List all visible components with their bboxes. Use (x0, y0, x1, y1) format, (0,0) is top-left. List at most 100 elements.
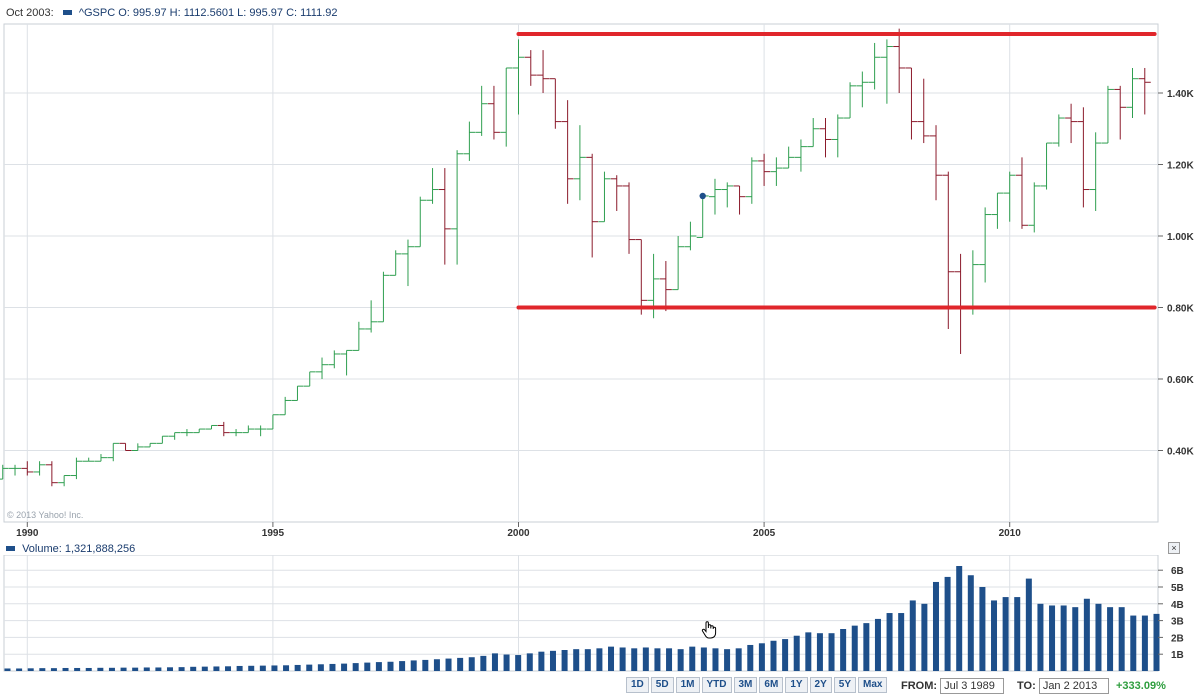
volume-bar (909, 600, 916, 671)
volume-bar (201, 666, 208, 671)
ohlc-bar (291, 385, 304, 401)
x-tick-label: 2005 (753, 528, 776, 539)
ohlc-bar (131, 443, 144, 451)
volume-bar (16, 668, 23, 671)
volume-bar (468, 657, 475, 671)
legend-close-label: C: (286, 7, 298, 19)
ohlc-bar (500, 67, 513, 147)
volume-tick-label: 5B (1171, 583, 1184, 594)
copyright-watermark: © 2013 Yahoo! Inc. (7, 510, 83, 520)
volume-bar (712, 648, 719, 671)
volume-bar (166, 667, 173, 671)
volume-bar (1130, 615, 1137, 671)
ohlc-bar (352, 321, 365, 351)
ohlc-bar (144, 442, 157, 448)
ohlc-bar (414, 196, 427, 248)
volume-value: 1,321,888,256 (64, 543, 136, 555)
range-max-button[interactable]: Max (858, 677, 888, 693)
range-ytd-button[interactable]: YTD (701, 677, 732, 693)
volume-bar (50, 668, 57, 671)
volume-bar (944, 576, 951, 671)
ohlc-bar (856, 71, 869, 108)
volume-bar (317, 664, 324, 671)
volume-bar (271, 665, 278, 671)
volume-bar (329, 663, 336, 671)
ohlc-bar (708, 178, 721, 215)
volume-bar (584, 649, 591, 671)
volume-label: Volume: (22, 543, 62, 555)
volume-bar (758, 643, 765, 671)
volume-bar (480, 655, 487, 671)
ohlc-bar (193, 428, 206, 434)
ohlc-bar (573, 125, 586, 201)
range-5d-button[interactable]: 5D (650, 677, 674, 693)
range-5y-button[interactable]: 5Y (833, 677, 857, 693)
ohlc-bar (9, 464, 22, 476)
ohlc-bar (917, 78, 930, 144)
ohlc-bar (217, 421, 230, 437)
y-tick-label: 0.40K (1167, 447, 1194, 458)
ohlc-bar (389, 250, 402, 276)
volume-bar (283, 665, 290, 671)
legend-symbol: ^GSPC (78, 7, 116, 19)
volume-bar (1025, 578, 1032, 671)
ohlc-bar (1015, 157, 1028, 229)
ohlc-bar (549, 78, 562, 129)
volume-bar (573, 649, 580, 671)
volume-bar (27, 668, 34, 671)
ohlc-bar (426, 168, 439, 204)
volume-bar (770, 640, 777, 671)
x-tick-label: 1990 (16, 528, 39, 539)
y-tick-label: 0.60K (1167, 375, 1194, 386)
y-tick-label: 1.40K (1167, 89, 1194, 100)
volume-tick-label: 6B (1171, 566, 1184, 577)
ohlc-bar (659, 261, 672, 312)
volume-bar (178, 667, 185, 671)
ohlc-bar (205, 424, 218, 430)
hand-cursor-icon (701, 621, 717, 639)
volume-bar (341, 663, 348, 671)
price-chart[interactable]: 0.40K 0.60K 0.80K 1.00K 1.20K 1.40K 1990 1995 2… (0, 0, 1202, 540)
hover-marker (699, 192, 706, 200)
to-date-input[interactable] (1038, 678, 1109, 694)
volume-bar (387, 661, 394, 671)
ohlc-bar (475, 85, 488, 136)
volume-bar (155, 667, 162, 671)
ohlc-bar (794, 139, 807, 172)
range-1m-button[interactable]: 1M (675, 677, 700, 693)
ohlc-bar (1077, 107, 1090, 208)
ohlc-bar (831, 114, 844, 158)
ohlc-bar (512, 39, 525, 115)
ohlc-bar (279, 396, 292, 416)
ohlc-bar (758, 153, 771, 186)
ohlc-bar (1114, 85, 1127, 140)
volume-bar (793, 635, 800, 671)
range-1d-button[interactable]: 1D (626, 677, 649, 693)
ohlc-bar (733, 185, 746, 215)
to-label: TO: (1017, 680, 1036, 692)
range-6m-button[interactable]: 6M (759, 677, 784, 693)
range-3m-button[interactable]: 3M (733, 677, 758, 693)
y-tick-label: 0.80K (1167, 304, 1194, 315)
volume-bar (782, 639, 789, 671)
from-date-input[interactable] (940, 678, 1005, 694)
volume-bar (213, 666, 220, 671)
range-1y-button[interactable]: 1Y (785, 677, 808, 693)
range-2y-button[interactable]: 2Y (809, 677, 832, 693)
volume-bar (956, 566, 963, 671)
ohlc-bar (180, 429, 193, 437)
ohlc-bar (721, 182, 734, 208)
legend-high-label: H: (169, 7, 181, 19)
ohlc-bar (451, 150, 464, 265)
volume-bar (840, 629, 847, 671)
volume-chart[interactable]: 1B 2B 3B 4B 5B 6B (0, 555, 1202, 675)
ohlc-bar (537, 50, 550, 93)
ohlc-bar (524, 50, 537, 86)
volume-bar (921, 603, 928, 671)
volume-bar (294, 664, 301, 671)
close-volume-button[interactable]: × (1168, 542, 1180, 554)
ohlc-bar (1003, 171, 1016, 222)
ohlc-bar (905, 67, 918, 140)
volume-bar (62, 667, 69, 671)
volume-bar (596, 648, 603, 671)
